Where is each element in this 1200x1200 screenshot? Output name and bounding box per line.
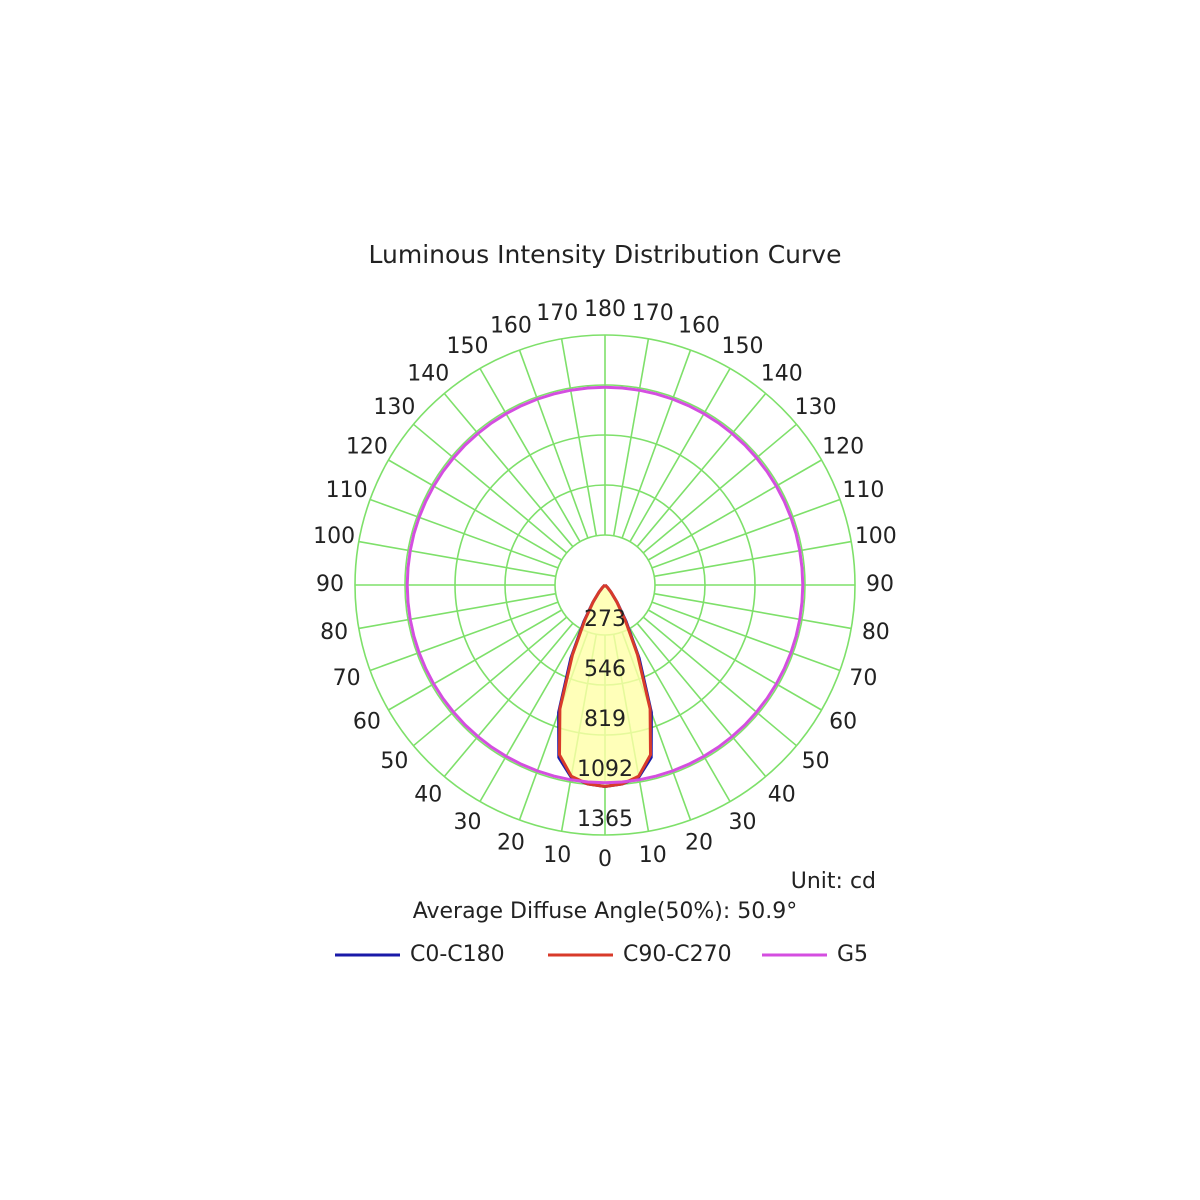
angle-label: 90 xyxy=(316,572,344,597)
angle-label: 150 xyxy=(447,334,489,359)
grid-spoke xyxy=(479,627,581,802)
angle-label: 20 xyxy=(497,830,525,855)
angle-label: 90 xyxy=(866,572,894,597)
grid-spoke xyxy=(636,392,767,548)
angle-label: 10 xyxy=(639,843,667,868)
angle-label: 60 xyxy=(829,710,857,735)
angle-label: 110 xyxy=(326,478,368,503)
angle-label: 100 xyxy=(855,524,897,549)
series-line xyxy=(604,583,653,788)
grid-spoke xyxy=(412,423,568,554)
angle-label: 30 xyxy=(729,810,757,835)
angle-label: 140 xyxy=(761,361,803,386)
legend-label: G5 xyxy=(837,942,868,967)
grid-spoke xyxy=(651,498,841,569)
grid-spoke xyxy=(654,540,852,578)
angle-label: 0 xyxy=(598,847,612,872)
angle-label: 60 xyxy=(353,710,381,735)
grid-spoke xyxy=(388,609,563,711)
grid-spoke xyxy=(647,609,822,711)
r-tick-label: 819 xyxy=(584,707,626,732)
angle-label: 80 xyxy=(862,620,890,645)
grid-spoke xyxy=(518,349,589,539)
angle-label: 110 xyxy=(842,478,884,503)
grid-spoke xyxy=(647,459,822,561)
grid-spoke xyxy=(358,540,556,578)
annotation: Average Diffuse Angle(50%): 50.9° xyxy=(413,899,798,924)
r-tick-label: 546 xyxy=(584,657,626,682)
grid-spoke xyxy=(642,423,798,554)
angle-label: 160 xyxy=(678,314,720,339)
grid-spoke xyxy=(642,616,798,747)
angle-label: 100 xyxy=(313,524,355,549)
grid-spoke xyxy=(629,627,731,802)
grid-spoke xyxy=(629,368,731,543)
grid-spoke xyxy=(651,601,841,672)
grid-spoke xyxy=(654,592,852,630)
angle-label: 30 xyxy=(454,810,482,835)
grid-spoke xyxy=(612,338,650,536)
angle-label: 70 xyxy=(333,666,361,691)
grid-spoke xyxy=(412,616,568,747)
grid-spoke xyxy=(388,459,563,561)
grid-spoke xyxy=(443,392,574,548)
r-tick-label: 1092 xyxy=(577,757,633,782)
angle-label: 70 xyxy=(849,666,877,691)
series-line xyxy=(557,583,606,788)
angle-label: 50 xyxy=(802,749,830,774)
angle-label: 120 xyxy=(822,435,864,460)
chart-title: Luminous Intensity Distribution Curve xyxy=(369,240,842,269)
legend-label: C0-C180 xyxy=(410,942,505,967)
angle-label: 160 xyxy=(490,314,532,339)
grid-spoke xyxy=(636,622,767,778)
angle-label: 40 xyxy=(768,783,796,808)
angle-label: 180 xyxy=(584,297,626,322)
angle-label: 170 xyxy=(536,301,578,326)
angle-label: 40 xyxy=(414,783,442,808)
r-tick-label: 1365 xyxy=(577,807,633,832)
grid-spoke xyxy=(443,622,574,778)
grid-spoke xyxy=(560,338,598,536)
legend-label: C90-C270 xyxy=(623,942,732,967)
angle-label: 80 xyxy=(320,620,348,645)
grid-spoke xyxy=(479,368,581,543)
angle-label: 130 xyxy=(373,395,415,420)
angle-label: 170 xyxy=(632,301,674,326)
beam-fill xyxy=(559,585,651,787)
angle-label: 150 xyxy=(722,334,764,359)
angle-label: 120 xyxy=(346,435,388,460)
grid-spoke xyxy=(369,601,559,672)
unit-label: Unit: cd xyxy=(791,869,876,894)
angle-label: 20 xyxy=(685,830,713,855)
grid-spoke xyxy=(358,592,556,630)
series-line xyxy=(405,385,606,785)
angle-label: 50 xyxy=(380,749,408,774)
angle-label: 130 xyxy=(795,395,837,420)
grid-spoke xyxy=(621,349,692,539)
series-line xyxy=(604,385,805,785)
r-tick-label: 273 xyxy=(584,607,626,632)
grid-spoke xyxy=(369,498,559,569)
angle-label: 10 xyxy=(543,843,571,868)
angle-label: 140 xyxy=(407,361,449,386)
